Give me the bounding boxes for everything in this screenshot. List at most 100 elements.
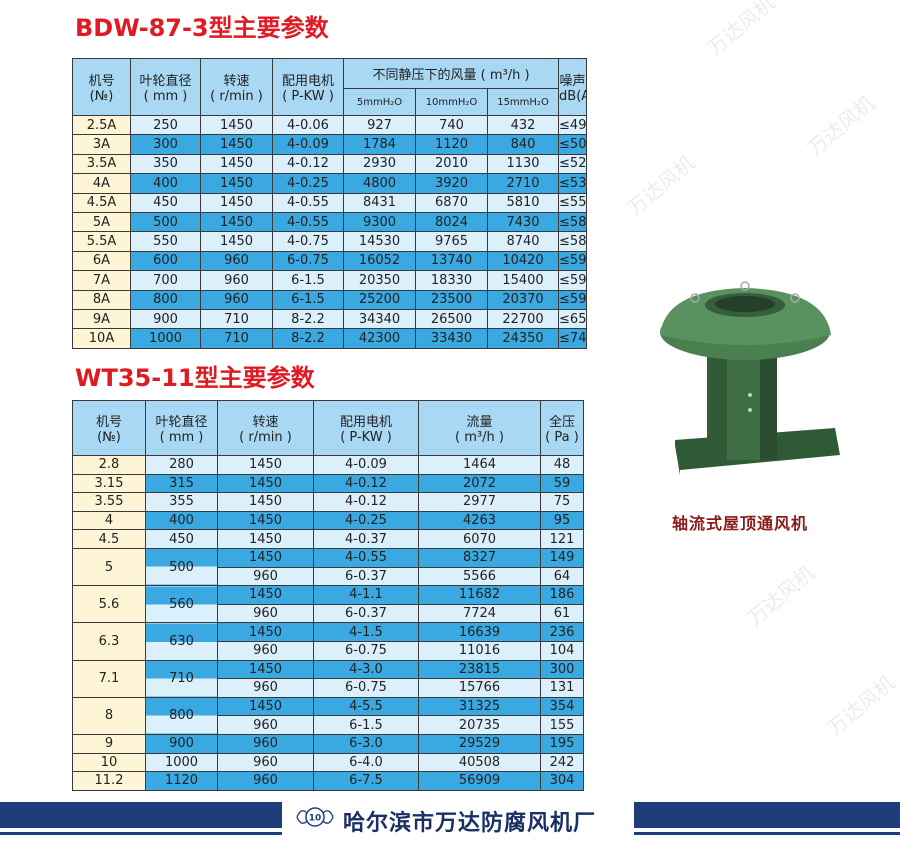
table-row: 5 500 1450 4-0.55 8327 149 xyxy=(72,547,584,587)
header-motor: 配用电机( P-KW ) xyxy=(272,58,344,116)
speed-cell: 960 xyxy=(217,752,314,773)
noise-cell: ≤58 xyxy=(558,211,588,233)
flow-10mm-cell: 2010 xyxy=(415,153,488,175)
company-name: 哈尔滨市万达防腐风机厂 xyxy=(343,811,597,836)
fan-no-cell: 7A xyxy=(72,270,131,291)
pressure-cell: 95 xyxy=(540,510,584,531)
table-row: 4.5 450 1450 4-0.37 6070 121 xyxy=(72,529,584,549)
flow-10mm-cell: 9765 xyxy=(415,231,488,252)
flow-5mm-cell: 2930 xyxy=(343,153,416,175)
wt35-parameter-table: 机号 (№) 叶轮直径( mm ) 转速( r/min ) 配用电机( P-KW … xyxy=(72,400,584,791)
table-row: 4.5A 450 1450 4-0.55 8431 6870 5810 ≤55 xyxy=(72,192,588,213)
header-10mm: 10mmH₂O xyxy=(415,88,488,116)
flow-10mm-cell: 1120 xyxy=(415,134,488,155)
flow-cell: 23815 xyxy=(418,659,541,680)
fan-no-cell: 4 xyxy=(72,510,146,531)
speed-cell: 1450 xyxy=(217,473,314,494)
speed-cell: 960 xyxy=(217,566,314,587)
fan-no-cell: 8A xyxy=(72,289,131,310)
speed-cell: 710 xyxy=(200,308,273,330)
speed-cell: 1450 xyxy=(200,134,273,155)
table-row: 6.3 630 1450 4-1.5 16639 236 xyxy=(72,622,584,661)
flow-cell: 5566 xyxy=(418,566,541,587)
speed-cell: 1450 xyxy=(217,492,314,512)
header-no: 机号 (№) xyxy=(72,58,131,116)
flow-5mm-cell: 8431 xyxy=(343,192,416,213)
motor-cell: 4-0.55 xyxy=(272,211,344,233)
diameter-cell: 355 xyxy=(145,492,218,512)
flow-5mm-cell: 1784 xyxy=(343,134,416,155)
fan-no-cell: 9A xyxy=(72,308,131,330)
flow-5mm-cell: 927 xyxy=(343,114,416,136)
fan-no-cell: 8 xyxy=(72,696,146,735)
fan-no-cell: 3.15 xyxy=(72,473,146,494)
flow-cell: 29529 xyxy=(418,733,541,754)
motor-cell: 6-1.5 xyxy=(272,270,344,291)
noise-cell: ≤50 xyxy=(558,134,588,155)
speed-cell: 1450 xyxy=(200,192,273,213)
fan-no-cell: 3.5A xyxy=(72,153,131,175)
motor-cell: 4-0.12 xyxy=(313,492,419,512)
diameter-cell: 900 xyxy=(130,308,201,330)
table-row: 960 6-0.37 5566 64 xyxy=(73,566,584,587)
flow-15mm-cell: 1130 xyxy=(486,153,560,175)
pressure-cell: 186 xyxy=(540,585,584,605)
product-caption: 轴流式屋顶通风机 xyxy=(672,514,809,533)
motor-cell: 4-0.55 xyxy=(272,192,344,213)
diameter-cell: 315 xyxy=(145,473,218,494)
header-flow: 流量( m³/h ) xyxy=(418,400,541,456)
noise-cell: ≤53 xyxy=(558,173,588,194)
flow-cell: 16639 xyxy=(418,622,541,642)
speed-cell: 960 xyxy=(217,733,314,754)
speed-cell: 960 xyxy=(217,603,314,624)
motor-cell: 4-0.25 xyxy=(272,173,344,194)
table-row: 960 6-0.75 11016 104 xyxy=(73,640,584,661)
flow-5mm-cell: 16052 xyxy=(343,250,416,272)
header-5mm: 5mmH₂O xyxy=(343,88,416,116)
noise-cell: ≤59 xyxy=(558,250,588,272)
diameter-cell: 800 xyxy=(130,289,201,310)
diameter-cell: 1000 xyxy=(145,752,218,773)
footer-bar-right xyxy=(634,802,900,828)
bdw-parameter-table: 机号 (№) 叶轮直径( mm ) 转速( r/min ) 配用电机( P-KW … xyxy=(72,58,588,349)
motor-cell: 6-0.37 xyxy=(313,566,419,587)
speed-cell: 960 xyxy=(200,250,273,272)
flow-5mm-cell: 25200 xyxy=(343,289,416,310)
fan-no-cell: 5.6 xyxy=(72,585,146,624)
flow-5mm-cell: 20350 xyxy=(343,270,416,291)
motor-cell: 4-5.5 xyxy=(313,696,419,717)
diameter-cell: 400 xyxy=(145,510,218,531)
motor-cell: 4-1.5 xyxy=(313,622,419,642)
flow-15mm-cell: 8740 xyxy=(486,231,560,252)
table2-title: WT35-11型主要参数 xyxy=(75,364,315,392)
flow-5mm-cell: 14530 xyxy=(343,231,416,252)
diameter-cell: 400 xyxy=(130,173,201,194)
fan-no-cell: 6A xyxy=(72,250,131,272)
motor-cell: 4-0.25 xyxy=(313,510,419,531)
table-row: 6A 600 960 6-0.75 16052 13740 10420 ≤59 xyxy=(72,250,588,272)
table-row: 8A 800 960 6-1.5 25200 23500 20370 ≤59 xyxy=(72,289,588,310)
table-row: 3.5A 350 1450 4-0.12 2930 2010 1130 ≤52 xyxy=(72,153,588,175)
speed-cell: 1450 xyxy=(217,529,314,549)
diameter-cell: 500 xyxy=(130,211,201,233)
diameter-cell: 300 xyxy=(130,134,201,155)
pressure-cell: 64 xyxy=(540,566,584,587)
pressure-cell: 242 xyxy=(540,752,584,773)
noise-cell: ≤74 xyxy=(558,328,588,349)
noise-cell: ≤49 xyxy=(558,114,588,136)
motor-cell: 4-0.09 xyxy=(272,134,344,155)
flow-15mm-cell: 2710 xyxy=(486,173,560,194)
fan-no-cell: 6.3 xyxy=(72,622,146,661)
table-row: 3.55 355 1450 4-0.12 2977 75 xyxy=(72,492,584,512)
diameter-cell: 700 xyxy=(130,270,201,291)
flow-15mm-cell: 5810 xyxy=(486,192,560,213)
pressure-cell: 59 xyxy=(540,473,584,494)
table-row: 9 900 960 6-3.0 29529 195 xyxy=(72,733,584,754)
pressure-cell: 131 xyxy=(540,678,584,698)
motor-cell: 6-0.75 xyxy=(313,640,419,661)
pressure-cell: 48 xyxy=(540,455,584,475)
flow-cell: 7724 xyxy=(418,603,541,624)
pressure-cell: 195 xyxy=(540,733,584,754)
diameter-cell: 900 xyxy=(145,733,218,754)
